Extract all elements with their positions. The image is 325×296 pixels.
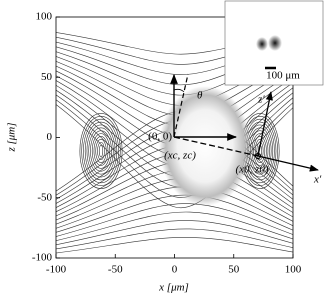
- zprime-label: z′: [257, 94, 265, 106]
- y-tick-label: 100: [36, 11, 53, 23]
- angle-arc: [173, 88, 185, 93]
- contour: [56, 186, 293, 229]
- contour: [256, 141, 264, 161]
- vectors: [170, 73, 319, 172]
- inset-blob: [268, 35, 282, 51]
- x-tick-label: -100: [46, 264, 67, 276]
- y-tick-label: -50: [37, 191, 52, 203]
- xprime-arrow: [257, 155, 319, 172]
- origin-label: (0, 0): [148, 131, 172, 143]
- angle-label: θ: [197, 90, 203, 102]
- inset: 100 μm: [224, 0, 324, 86]
- contour: [254, 139, 266, 163]
- point-label: (x0, z0): [236, 164, 269, 176]
- xprime-label: x′: [313, 174, 322, 186]
- x-tick-label: -50: [108, 264, 123, 276]
- contour: [56, 220, 293, 246]
- contour: [84, 121, 118, 181]
- contour: [97, 141, 105, 161]
- offset-line: [173, 136, 259, 157]
- contour: [56, 237, 293, 254]
- x-axis-label: x [μm]: [158, 282, 189, 294]
- contour: [251, 133, 269, 169]
- contour: [88, 127, 114, 175]
- contour: [253, 136, 267, 166]
- contour: [81, 116, 121, 186]
- contour: [56, 203, 293, 237]
- inset-blob: [256, 37, 268, 51]
- contour: [91, 133, 111, 169]
- contour: [56, 99, 293, 198]
- contour: [56, 211, 293, 241]
- scale-label: 100 μm: [266, 70, 300, 82]
- contour: [83, 118, 119, 184]
- tilt-line: [173, 73, 189, 138]
- contour: [95, 139, 107, 163]
- y-tick-label: 50: [41, 71, 53, 83]
- x-tick-label: 100: [285, 264, 302, 276]
- y-tick-label: -100: [32, 252, 53, 264]
- contour: [79, 113, 123, 189]
- contour: [98, 144, 104, 158]
- contour: [56, 194, 293, 233]
- y-tick-label: 0: [47, 131, 53, 143]
- x-tick-label: 50: [228, 264, 240, 276]
- point-marker: [254, 152, 262, 160]
- x-tick-label: 0: [172, 264, 178, 276]
- y-axis-label: z [μm]: [6, 122, 18, 152]
- zprime-arrow: [257, 91, 273, 157]
- center-label: (xc, zc): [164, 150, 196, 162]
- glow: [159, 86, 251, 206]
- contour: [56, 228, 293, 250]
